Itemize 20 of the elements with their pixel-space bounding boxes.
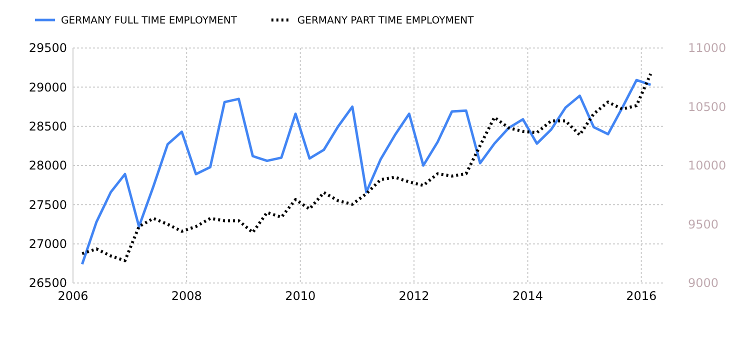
y2-tick-label: 11000 <box>688 41 726 56</box>
x-tick-label: 2008 <box>171 289 202 303</box>
y2-tick-label: 9000 <box>688 276 719 290</box>
y-tick-label: 26500 <box>28 276 67 290</box>
y-tick-label: 28500 <box>28 120 67 134</box>
x-tick-label: 2010 <box>285 289 316 303</box>
y-tick-label: 29000 <box>28 80 67 94</box>
legend-label: GERMANY PART TIME EMPLOYMENT <box>297 16 475 26</box>
legend-label: GERMANY FULL TIME EMPLOYMENT <box>61 16 238 26</box>
y-tick-label: 27500 <box>28 198 67 212</box>
x-tick-label: 2012 <box>398 289 430 303</box>
x-tick-label: 2014 <box>512 289 544 303</box>
y-tick-label: 28000 <box>28 158 67 173</box>
y-tick-label: 29500 <box>28 41 67 56</box>
y2-tick-label: 9500 <box>688 217 719 232</box>
y-tick-label: 27000 <box>28 237 67 252</box>
x-tick-label: 2016 <box>626 289 657 303</box>
y2-tick-label: 10000 <box>688 158 726 173</box>
x-tick-label: 2006 <box>58 289 88 303</box>
y2-tick-label: 10500 <box>688 100 726 114</box>
